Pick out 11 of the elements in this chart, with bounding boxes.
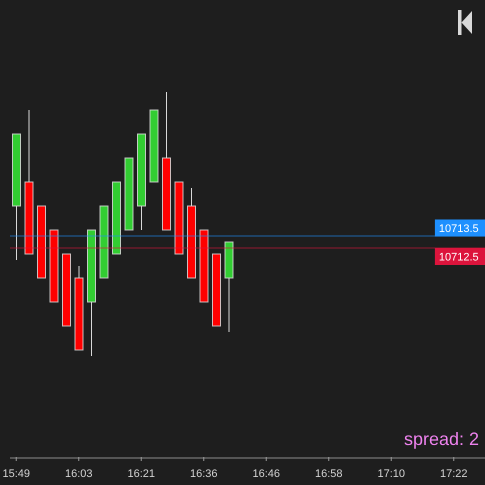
x-tick-label: 16:58 [314, 468, 343, 480]
x-tick-label: 16:46 [252, 468, 280, 480]
x-tick-label: 16:21 [127, 468, 156, 480]
x-tick-label: 16:36 [190, 468, 218, 480]
annotation: spread: 2 [404, 428, 479, 450]
x-tick-label: 17:10 [377, 468, 406, 480]
ref-line-label: 10713.5 [438, 223, 479, 235]
ref-line-label: 10712.5 [438, 252, 479, 264]
x-tick-label: 16:03 [64, 468, 93, 480]
x-tick-label: 15:49 [2, 468, 30, 480]
x-tick-label: 17:22 [440, 468, 468, 480]
